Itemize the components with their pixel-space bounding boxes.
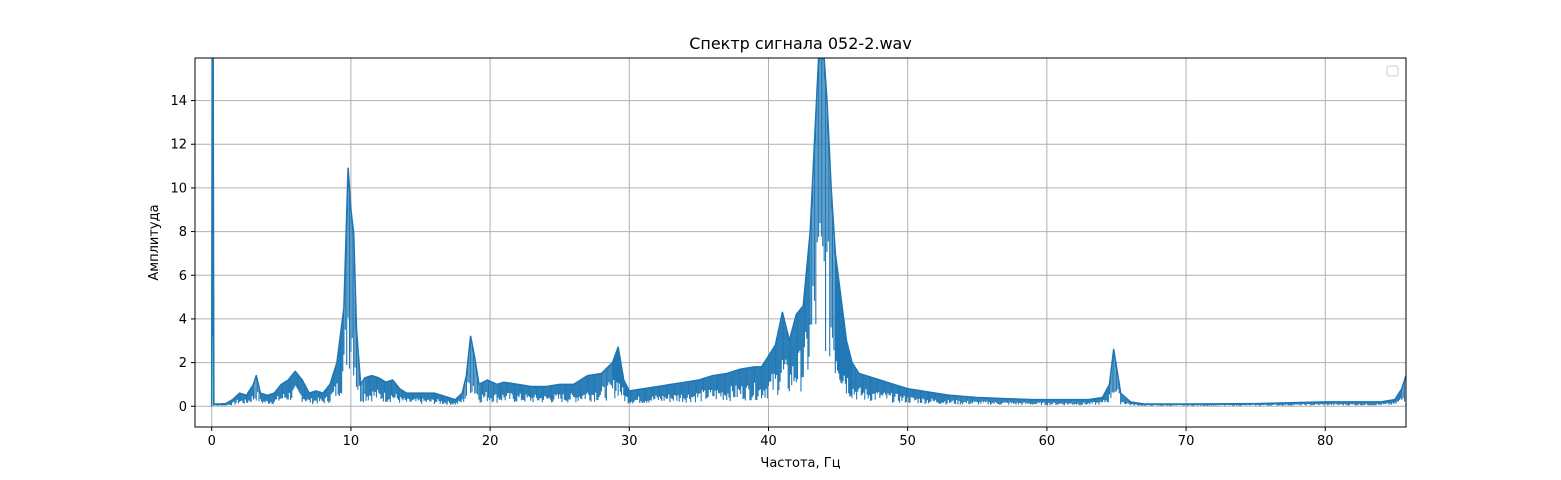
x-tick-label: 40 <box>760 434 777 449</box>
grid <box>195 58 1406 427</box>
plot-frame <box>194 57 1407 428</box>
y-tick-label: 14 <box>170 94 187 109</box>
x-tick-label: 30 <box>621 434 638 449</box>
x-tick-label: 0 <box>208 434 216 449</box>
series <box>210 58 1406 407</box>
y-axis-label: Амплитуда <box>147 204 162 280</box>
y-tick-label: 8 <box>179 225 187 240</box>
y-ticks: 0 2 4 6 8 10 12 14 <box>170 94 195 415</box>
y-tick-label: 2 <box>179 356 187 371</box>
spectrum-noise <box>211 58 1406 406</box>
x-tick-label: 50 <box>899 434 916 449</box>
y-tick-label: 10 <box>170 181 187 196</box>
legend-box <box>1386 65 1399 77</box>
y-tick-label: 12 <box>170 138 187 153</box>
chart-title: Спектр сигнала 052-2.wav <box>689 34 912 53</box>
y-tick-label: 6 <box>179 269 187 284</box>
x-tick-label: 20 <box>482 434 499 449</box>
x-tick-label: 60 <box>1039 434 1056 449</box>
x-ticks: 0 10 20 30 40 50 60 70 80 <box>208 427 1334 449</box>
y-tick-label: 0 <box>179 400 187 415</box>
x-tick-label: 70 <box>1178 434 1195 449</box>
x-tick-label: 80 <box>1317 434 1334 449</box>
x-tick-label: 10 <box>343 434 360 449</box>
x-axis-label: Частота, Гц <box>760 456 840 471</box>
y-tick-label: 4 <box>179 312 187 327</box>
